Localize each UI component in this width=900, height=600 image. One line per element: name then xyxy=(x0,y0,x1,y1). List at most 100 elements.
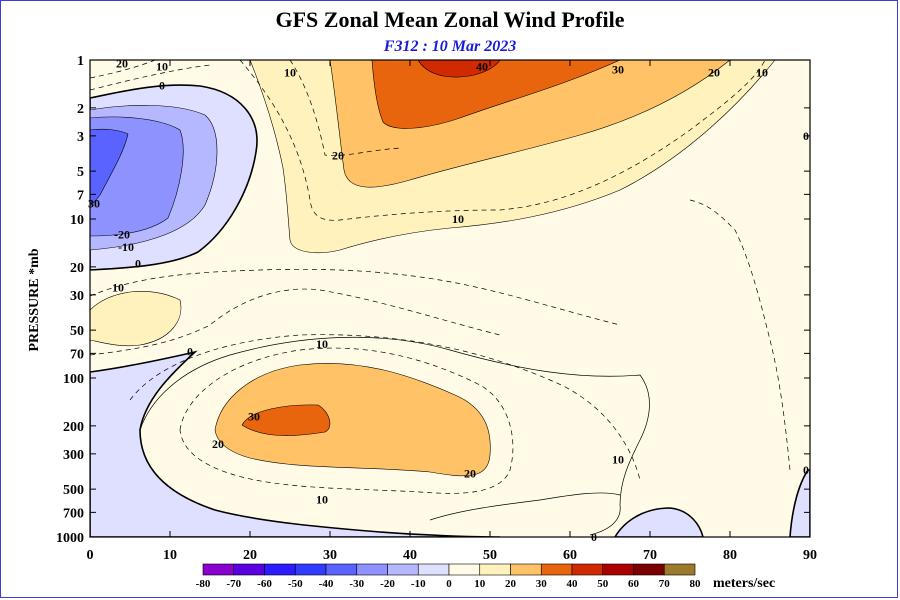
x-tick-label: 60 xyxy=(563,548,577,563)
dashed-contour xyxy=(239,60,766,221)
contour-label: 10 xyxy=(112,281,124,295)
contour-label: 20 xyxy=(708,66,720,80)
colorbar-swatch xyxy=(602,563,634,576)
colorbar-swatch xyxy=(325,563,358,576)
x-tick-label: 20 xyxy=(243,548,257,563)
x-tick-label: 90 xyxy=(803,548,817,563)
contour-label: 30 xyxy=(88,197,100,211)
colorbar-label: 0 xyxy=(446,578,452,590)
contour-label: 20 xyxy=(212,437,224,451)
colorbar-label: -30 xyxy=(349,578,364,590)
colorbar-label: 30 xyxy=(536,578,548,590)
y-tick-label: 2 xyxy=(77,102,84,117)
x-tick-label: 10 xyxy=(163,548,177,563)
dashed-contour xyxy=(129,334,641,481)
contour-label: 0 xyxy=(135,256,141,270)
contour-fill-neg-trop xyxy=(90,350,501,537)
contour-label: 0 xyxy=(803,463,809,477)
dashed-contour xyxy=(90,288,501,356)
contour-label: 20 xyxy=(332,149,344,163)
colorbar-label: 10 xyxy=(474,578,486,590)
contour-label: 10 xyxy=(316,492,328,506)
x-tick-label: 50 xyxy=(483,548,497,563)
y-tick-label: 20 xyxy=(70,261,84,276)
x-tick-label: 30 xyxy=(323,548,337,563)
colorbar-swatch xyxy=(202,563,235,576)
colorbar-label: 70 xyxy=(659,578,671,590)
plot-border xyxy=(89,59,811,538)
y-tick-label: 50 xyxy=(70,324,84,339)
contour-label: 10 xyxy=(284,66,296,80)
colorbar-label: -60 xyxy=(257,578,272,590)
contour-label: 10 xyxy=(316,337,328,351)
contour-fill-20-30-trop xyxy=(214,363,491,477)
y-tick-label: 700 xyxy=(63,506,84,521)
contour-label: 30 xyxy=(612,63,624,77)
colorbar-swatch xyxy=(663,563,696,576)
colorbar-swatch xyxy=(387,563,419,576)
contour-fill-neg-pole xyxy=(789,469,810,537)
y-tick-label: 1000 xyxy=(56,531,84,546)
solid-contour xyxy=(429,492,621,521)
y-tick-label: 1 xyxy=(77,54,84,69)
contour-label: 0 xyxy=(159,79,165,93)
colorbar-swatch xyxy=(510,563,542,576)
contour-label: 0 xyxy=(591,530,597,544)
x-axis: 0 10 20 30 40 50 60 70 80 90 xyxy=(87,60,817,563)
colorbar-swatch xyxy=(448,563,481,576)
colorbar-label: -70 xyxy=(226,578,241,590)
dashed-contours xyxy=(90,60,791,494)
x-tick-label: 0 xyxy=(87,548,94,563)
contour-label: 0 xyxy=(803,129,809,143)
colorbar-label: -10 xyxy=(411,578,426,590)
contour-fill-30-40 xyxy=(371,60,621,129)
contour-fill-10-20-trop xyxy=(90,291,182,347)
contour-label: 10 xyxy=(156,60,168,74)
y-tick-label: 500 xyxy=(63,483,84,498)
y-tick-label: 70 xyxy=(70,347,84,362)
x-tick-label: 40 xyxy=(403,548,417,563)
dashed-contour xyxy=(289,60,401,156)
colorbar-label: 80 xyxy=(690,578,702,590)
contour-label: 10 xyxy=(452,212,464,226)
colorbar-label: -20 xyxy=(380,578,395,590)
colorbar-swatch xyxy=(633,563,665,576)
y-tick-label: 200 xyxy=(63,420,84,435)
colorbar-swatch xyxy=(540,563,573,576)
colorbar-swatch xyxy=(417,563,450,576)
y-axis-label: PRESSURE *mb xyxy=(27,248,42,351)
contour-label: 20 xyxy=(464,467,476,481)
colorbar-units: meters/sec xyxy=(713,576,775,591)
contour-label: -20 xyxy=(114,227,130,241)
contour-label: 30 xyxy=(248,410,260,424)
colorbar-label: -80 xyxy=(196,578,211,590)
colorbar-swatch xyxy=(233,563,265,576)
colorbar: -80 -70 -60 -50 -40 -30 -20 -10 0 10 20 30 40 50 60 70 8… xyxy=(196,563,775,591)
colorbar-swatch xyxy=(264,563,296,576)
y-tick-label: 7 xyxy=(77,188,84,203)
chart-subtitle: F312 : 10 Mar 2023 xyxy=(383,38,517,55)
dashed-contour xyxy=(90,64,211,91)
x-tick-label: 80 xyxy=(723,548,737,563)
contour-label: 20 xyxy=(116,56,128,70)
colorbar-label: 40 xyxy=(567,578,579,590)
contour-label: 10 xyxy=(756,66,768,80)
contour-label: -10 xyxy=(118,240,134,254)
y-tick-label: 10 xyxy=(70,213,84,228)
colorbar-label: -50 xyxy=(288,578,303,590)
y-tick-label: 5 xyxy=(77,165,84,180)
dashed-contour xyxy=(90,60,156,79)
colorbar-label: 50 xyxy=(597,578,609,590)
contour-fill-40-50 xyxy=(417,60,501,78)
colorbar-label: 20 xyxy=(505,578,517,590)
solid-contour xyxy=(139,336,650,536)
contour-fills xyxy=(90,60,810,537)
y-tick-label: 30 xyxy=(70,289,84,304)
y-tick-label: 300 xyxy=(63,448,84,463)
solid-contours xyxy=(139,336,650,536)
contour-fill-neg-polar xyxy=(614,507,704,537)
